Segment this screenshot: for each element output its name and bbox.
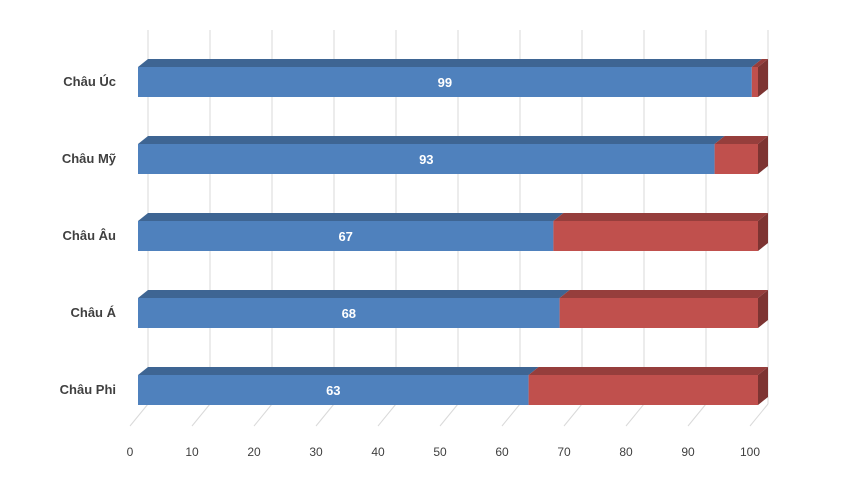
data-label: 99 bbox=[438, 75, 452, 90]
category-label: Châu Phi bbox=[60, 382, 116, 397]
gridline-floor bbox=[377, 403, 397, 427]
bar-segment-2 bbox=[528, 367, 768, 405]
bar-top-face bbox=[751, 59, 768, 67]
bar-top-face bbox=[138, 59, 762, 67]
bar-front-face bbox=[138, 298, 560, 328]
bar-front-face bbox=[751, 67, 758, 97]
bar-front-face bbox=[559, 298, 758, 328]
category-label: Châu Mỹ bbox=[62, 151, 117, 166]
gridline-floor bbox=[191, 403, 211, 427]
bar-segment-1 bbox=[138, 136, 725, 174]
bar-front-face bbox=[528, 375, 758, 405]
bar-side-face bbox=[758, 367, 768, 405]
category-label: Châu Á bbox=[71, 305, 117, 320]
gridline-floor bbox=[687, 403, 707, 427]
bar-segment-1 bbox=[138, 59, 762, 97]
gridline-floor bbox=[315, 403, 335, 427]
bar-segment-1 bbox=[138, 290, 570, 328]
data-label: 67 bbox=[338, 229, 352, 244]
data-label: 63 bbox=[326, 383, 340, 398]
gridline-floor bbox=[253, 403, 273, 427]
bar-segment-2 bbox=[714, 136, 768, 174]
bar-top-face bbox=[528, 367, 768, 375]
x-tick-label: 80 bbox=[619, 445, 633, 459]
x-tick-label: 90 bbox=[681, 445, 695, 459]
bar-side-face bbox=[758, 136, 768, 174]
x-tick-label: 40 bbox=[371, 445, 385, 459]
gridline-floor bbox=[439, 403, 459, 427]
x-tick-label: 60 bbox=[495, 445, 509, 459]
bar-side-face bbox=[758, 59, 768, 97]
x-tick-label: 20 bbox=[247, 445, 261, 459]
labels: 99 Châu Úc 93 Châu Mỹ 67 Châu Âu 68 Châu Á 63 Châ… bbox=[60, 74, 761, 459]
x-tick-label: 100 bbox=[740, 445, 760, 459]
category-label: Châu Âu bbox=[63, 228, 117, 243]
bar-segment-1 bbox=[138, 367, 539, 405]
bar-top-face bbox=[138, 290, 570, 298]
bar-front-face bbox=[138, 375, 529, 405]
x-tick-label: 30 bbox=[309, 445, 323, 459]
bar-top-face bbox=[138, 136, 725, 144]
bar-segment-2 bbox=[553, 213, 768, 251]
gridline-floor bbox=[501, 403, 521, 427]
bar-front-face bbox=[138, 67, 752, 97]
x-tick-label: 0 bbox=[127, 445, 134, 459]
bar-front-face bbox=[553, 221, 758, 251]
bar-top-face bbox=[138, 367, 539, 375]
bar-side-face bbox=[758, 290, 768, 328]
data-label: 68 bbox=[342, 306, 356, 321]
category-label: Châu Úc bbox=[63, 74, 116, 89]
gridline-floor bbox=[625, 403, 645, 427]
bar-segment-2 bbox=[559, 290, 768, 328]
bar-segment-1 bbox=[138, 213, 564, 251]
bar-top-face bbox=[559, 290, 768, 298]
bar-front-face bbox=[138, 144, 715, 174]
bar-top-face bbox=[714, 136, 768, 144]
gridline-floor bbox=[129, 403, 149, 427]
data-label: 93 bbox=[419, 152, 433, 167]
bar-front-face bbox=[138, 221, 554, 251]
bar-segment-2 bbox=[751, 59, 768, 97]
x-tick-label: 50 bbox=[433, 445, 447, 459]
x-tick-label: 70 bbox=[557, 445, 571, 459]
bars bbox=[138, 59, 768, 405]
bar-front-face bbox=[714, 144, 758, 174]
gridline-floor bbox=[749, 403, 769, 427]
bar-side-face bbox=[758, 213, 768, 251]
x-tick-label: 10 bbox=[185, 445, 199, 459]
bar-top-face bbox=[553, 213, 768, 221]
gridline-floor bbox=[563, 403, 583, 427]
bar-top-face bbox=[138, 213, 564, 221]
